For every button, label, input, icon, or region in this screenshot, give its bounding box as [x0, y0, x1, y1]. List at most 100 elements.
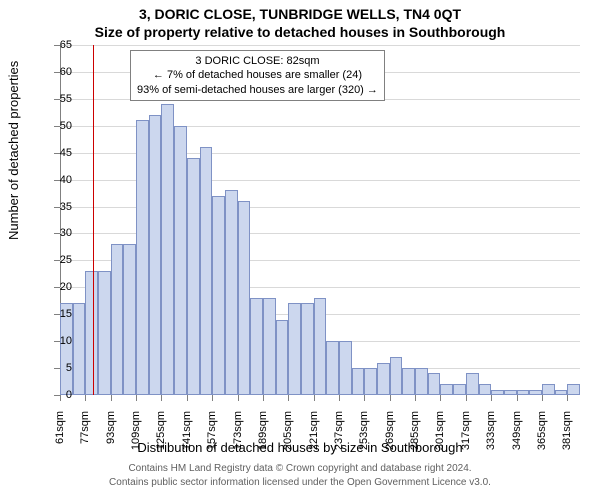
histogram-bar — [149, 115, 162, 395]
histogram-bar — [187, 158, 200, 395]
histogram-bar — [288, 303, 301, 395]
annotation-line: 3 DORIC CLOSE: 82sqm — [137, 54, 378, 68]
histogram-bar — [428, 373, 441, 395]
x-tick-label: 93sqm — [105, 411, 117, 451]
histogram-bar — [339, 341, 352, 395]
gridline — [60, 45, 580, 46]
y-tick-label: 35 — [42, 201, 72, 213]
y-tick-label: 45 — [42, 147, 72, 159]
x-tick — [161, 395, 162, 401]
histogram-bar — [314, 298, 327, 395]
histogram-bar — [136, 120, 149, 395]
histogram-bar — [123, 244, 136, 395]
x-tick-label: 125sqm — [155, 411, 167, 451]
x-tick — [542, 395, 543, 401]
y-tick-label: 15 — [42, 308, 72, 320]
histogram-bar — [200, 147, 213, 395]
x-tick-label: 109sqm — [130, 411, 142, 451]
histogram-plot: 3 DORIC CLOSE: 82sqm← 7% of detached hou… — [60, 45, 580, 395]
histogram-bar — [73, 303, 86, 395]
histogram-bar — [377, 363, 390, 395]
x-tick-label: 317sqm — [460, 411, 472, 451]
y-tick-label: 55 — [42, 93, 72, 105]
x-tick — [111, 395, 112, 401]
x-tick — [263, 395, 264, 401]
x-tick-label: 237sqm — [333, 411, 345, 451]
histogram-bar — [263, 298, 276, 395]
footer-copyright-2: Contains public sector information licen… — [0, 477, 600, 488]
x-tick — [491, 395, 492, 401]
x-tick-label: 221sqm — [308, 411, 320, 451]
histogram-bar — [390, 357, 403, 395]
y-tick-label: 5 — [42, 362, 72, 374]
histogram-bar — [517, 390, 530, 395]
x-tick — [288, 395, 289, 401]
x-tick — [364, 395, 365, 401]
annotation-box: 3 DORIC CLOSE: 82sqm← 7% of detached hou… — [130, 50, 385, 101]
histogram-bar — [212, 196, 225, 395]
y-tick-label: 30 — [42, 227, 72, 239]
histogram-bar — [161, 104, 174, 395]
x-tick — [440, 395, 441, 401]
annotation-line: ← 7% of detached houses are smaller (24) — [137, 68, 378, 82]
histogram-bar — [555, 390, 568, 395]
histogram-bar — [440, 384, 453, 395]
x-tick — [238, 395, 239, 401]
annotation-line: 93% of semi-detached houses are larger (… — [137, 83, 378, 97]
x-tick-label: 381sqm — [561, 411, 573, 451]
histogram-bar — [276, 320, 289, 395]
x-tick-label: 173sqm — [232, 411, 244, 451]
histogram-bar — [111, 244, 124, 395]
x-tick — [567, 395, 568, 401]
y-tick-label: 60 — [42, 66, 72, 78]
histogram-bar — [453, 384, 466, 395]
y-tick-label: 10 — [42, 335, 72, 347]
x-tick — [517, 395, 518, 401]
chart-title-line1: 3, DORIC CLOSE, TUNBRIDGE WELLS, TN4 0QT — [0, 6, 600, 22]
histogram-bar — [479, 384, 492, 395]
x-tick-label: 349sqm — [511, 411, 523, 451]
histogram-bar — [174, 126, 187, 395]
histogram-bar — [466, 373, 479, 395]
histogram-bar — [491, 390, 504, 395]
x-tick — [85, 395, 86, 401]
y-tick-label: 65 — [42, 39, 72, 51]
x-tick-label: 157sqm — [206, 411, 218, 451]
x-tick-label: 77sqm — [79, 411, 91, 451]
histogram-bar — [326, 341, 339, 395]
histogram-bar — [238, 201, 251, 395]
y-tick-label: 0 — [42, 389, 72, 401]
x-tick-label: 253sqm — [358, 411, 370, 451]
chart-title-line2: Size of property relative to detached ho… — [0, 24, 600, 40]
y-tick-label: 20 — [42, 281, 72, 293]
y-axis-label: Number of detached properties — [6, 61, 21, 240]
y-tick-label: 50 — [42, 120, 72, 132]
histogram-bar — [352, 368, 365, 395]
x-tick-label: 61sqm — [54, 411, 66, 451]
histogram-bar — [225, 190, 238, 395]
x-tick-label: 301sqm — [434, 411, 446, 451]
x-tick — [390, 395, 391, 401]
property-marker-line — [93, 45, 94, 395]
x-tick-label: 205sqm — [282, 411, 294, 451]
histogram-bar — [567, 384, 580, 395]
histogram-bar — [529, 390, 542, 395]
x-tick — [339, 395, 340, 401]
histogram-bar — [250, 298, 263, 395]
histogram-bar — [542, 384, 555, 395]
x-tick — [466, 395, 467, 401]
x-tick — [314, 395, 315, 401]
x-tick — [212, 395, 213, 401]
x-tick — [187, 395, 188, 401]
x-tick-label: 333sqm — [485, 411, 497, 451]
x-tick-label: 269sqm — [384, 411, 396, 451]
histogram-bar — [85, 271, 98, 395]
histogram-bar — [504, 390, 517, 395]
histogram-bar — [402, 368, 415, 395]
footer-copyright-1: Contains HM Land Registry data © Crown c… — [0, 463, 600, 474]
x-tick — [136, 395, 137, 401]
histogram-bar — [98, 271, 111, 395]
histogram-bar — [415, 368, 428, 395]
y-tick-label: 40 — [42, 174, 72, 186]
x-tick-label: 365sqm — [536, 411, 548, 451]
